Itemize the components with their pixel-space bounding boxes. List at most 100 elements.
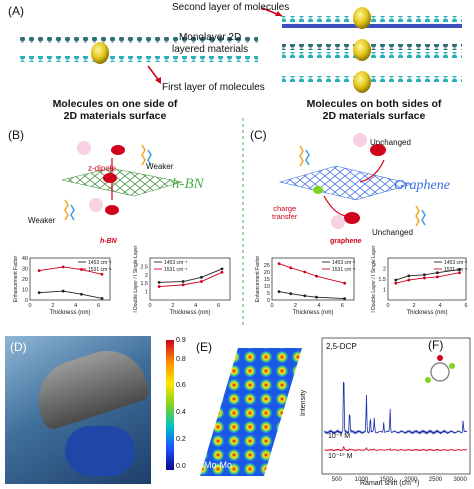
electron-density-map — [200, 348, 302, 476]
data-point — [61, 289, 65, 293]
x-tick-label: 4 — [317, 303, 320, 309]
plot-frame — [387, 257, 467, 301]
panel-f-letter: (F) — [428, 338, 444, 352]
weaker-bottom-label: Weaker — [28, 216, 56, 225]
y-axis-label: Enhancement Factor — [13, 255, 19, 302]
data-point — [277, 290, 281, 293]
series-line — [159, 271, 223, 288]
benzene-ring — [430, 362, 450, 382]
data-point — [181, 283, 185, 287]
x-tick-label: 4 — [438, 303, 441, 309]
colorbar-tick: 0.6 — [176, 382, 186, 389]
x-tick-label: 2500 — [429, 477, 443, 483]
chart-B-right: 0 2 4 6 1 1.5 2 2.5 Thickness (nm) I Double Layer… — [133, 245, 231, 316]
data-point — [303, 270, 307, 274]
molecule-layer — [18, 56, 258, 62]
molecule-icon — [111, 145, 125, 155]
legend-entry: 1531 cm⁻¹ — [164, 267, 188, 273]
gold-sphere-icon — [91, 42, 109, 64]
hbn-red-label: h-BN — [100, 238, 117, 245]
series-line — [39, 266, 103, 275]
legend-entry: 1531 cm⁻¹ — [444, 267, 468, 273]
data-point — [200, 280, 203, 283]
y-tick-label: 1.5 — [378, 277, 386, 283]
y-tick-label: 20 — [22, 277, 28, 283]
molecule-icon — [105, 205, 119, 215]
data-point — [343, 297, 347, 300]
x-tick-label: 1000 — [355, 477, 369, 483]
x-tick-label: 0 — [386, 303, 389, 309]
x-tick-label: 6 — [97, 303, 100, 309]
molecule-icon — [103, 173, 117, 183]
y-tick-label: 15 — [264, 277, 270, 283]
spectrum-high-conc — [324, 381, 468, 435]
weaker-top-label: Weaker — [146, 162, 174, 171]
data-point — [315, 295, 318, 299]
spectrum-xlabel: Raman shift (cm⁻¹) — [360, 480, 420, 487]
x-axis-label: Thickness (nm) — [292, 310, 333, 316]
series-line — [39, 290, 103, 299]
x-tick-label: 500 — [332, 477, 343, 483]
data-point — [80, 292, 83, 296]
colorbar-tick: 0.2 — [176, 436, 186, 443]
y-tick-label: 1 — [145, 290, 148, 296]
data-point — [423, 273, 426, 277]
charge-transfer-label: charge transfer — [272, 204, 298, 221]
colorbar-tick: 0.9 — [176, 337, 186, 344]
data-point — [458, 271, 461, 275]
colorbar-tick: 0.0 — [176, 463, 186, 470]
molecule-icon — [344, 212, 360, 224]
data-point — [277, 262, 281, 265]
x-tick-label: 4 — [74, 303, 77, 309]
spectrum-ylabel: Intensity — [300, 389, 307, 416]
wave-icon — [64, 199, 69, 221]
data-point — [289, 292, 293, 296]
second-layer-label: Second layer of molecules — [172, 2, 290, 13]
wave-icon — [141, 144, 146, 166]
photo-flexible-film — [5, 336, 151, 484]
data-point — [289, 266, 293, 270]
gold-sphere-icon — [353, 7, 371, 29]
spectrum-frame — [321, 337, 471, 475]
unchanged-bottom-label: Unchanged — [372, 228, 413, 237]
x-tick-label: 6 — [464, 303, 467, 309]
data-point — [407, 274, 411, 278]
molecule-icon — [370, 144, 386, 156]
data-point — [423, 276, 426, 280]
x-tick-label: 6 — [341, 303, 344, 309]
data-point — [343, 281, 347, 285]
y-tick-label: 0 — [267, 298, 270, 304]
y-tick-label: 25 — [264, 263, 270, 269]
x-tick-label: 2 — [51, 303, 54, 309]
y-axis-label: Enhancement Factor — [255, 255, 261, 302]
x-tick-label: 6 — [217, 303, 220, 309]
x-tick-label: 1500 — [379, 477, 393, 483]
data-point — [37, 269, 41, 272]
x-tick-label: 2000 — [404, 477, 418, 483]
x-tick-label: 2 — [171, 303, 174, 309]
gold-sphere-icon — [353, 39, 371, 61]
first-layer-label: First layer of molecules — [162, 82, 265, 93]
colorbar-tick: 0.8 — [176, 356, 186, 363]
gold-sphere-icon — [353, 71, 371, 93]
hbn-schematic — [61, 141, 183, 221]
molecule-structure-icon — [425, 355, 455, 383]
data-point — [220, 270, 224, 274]
data-point — [200, 275, 203, 279]
compound-label: 2,5-DCP — [326, 342, 357, 351]
gloved-hand — [65, 426, 135, 476]
monolayer-sheet — [18, 37, 258, 43]
colorbar — [166, 340, 174, 470]
data-point — [394, 281, 398, 285]
graphene-schematic — [278, 133, 426, 229]
panel-c-letter: (C) — [250, 128, 267, 142]
y-tick-label: 5 — [267, 291, 270, 297]
data-point — [157, 285, 161, 288]
x-axis-label: Thickness (nm) — [169, 310, 210, 316]
data-point — [37, 291, 41, 295]
plot-frame — [149, 257, 231, 301]
conc-label-2: 10⁻¹⁰ M — [328, 453, 353, 460]
